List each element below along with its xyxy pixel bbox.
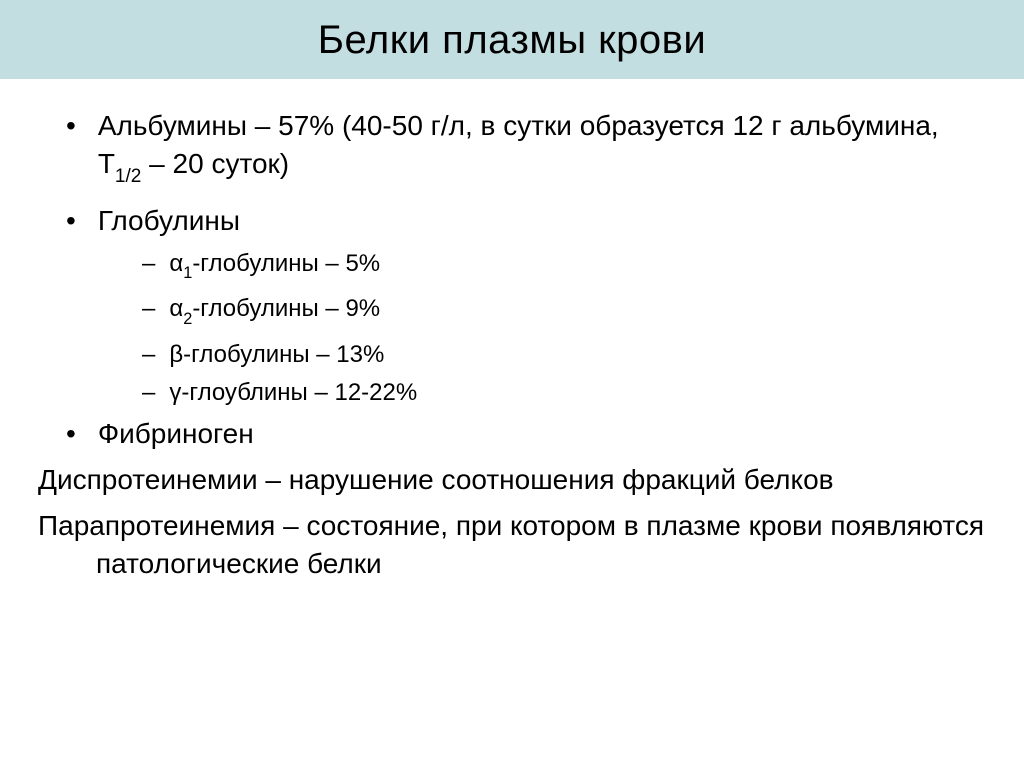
bullet-text: γ-глоублины – 12-22% <box>169 377 417 409</box>
slide-title: Белки плазмы крови <box>0 18 1024 63</box>
bullet-item: • Фибриноген <box>38 415 986 453</box>
bullet-text: Альбумины – 57% (40-50 г/л, в сутки обра… <box>98 107 986 194</box>
bullet-text: α1-глобулины – 5% <box>169 248 380 288</box>
bullet-dash-icon: – <box>142 377 155 409</box>
bullet-dot-icon: • <box>66 202 76 240</box>
bullet-item: • Глобулины <box>38 202 986 240</box>
bullet-subitem: – α2-глобулины – 9% <box>38 293 986 333</box>
slide-content: • Альбумины – 57% (40-50 г/л, в сутки об… <box>0 79 1024 583</box>
slide: Белки плазмы крови • Альбумины – 57% (40… <box>0 0 1024 767</box>
bullet-text: β-глобулины – 13% <box>169 339 384 371</box>
bullet-text: α2-глобулины – 9% <box>169 293 380 333</box>
bullet-dash-icon: – <box>142 248 155 280</box>
bullet-subitem: – α1-глобулины – 5% <box>38 248 986 288</box>
paragraph: Парапротеинемия – состояние, при котором… <box>38 507 986 583</box>
bullet-subitem: – γ-глоублины – 12-22% <box>38 377 986 409</box>
bullet-dash-icon: – <box>142 293 155 325</box>
bullet-text: Глобулины <box>98 202 240 240</box>
bullet-dot-icon: • <box>66 415 76 453</box>
bullet-dash-icon: – <box>142 339 155 371</box>
paragraph: Диспротеинемии – нарушение соотношения ф… <box>38 461 986 499</box>
bullet-subitem: – β-глобулины – 13% <box>38 339 986 371</box>
bullet-dot-icon: • <box>66 107 76 145</box>
bullet-text: Фибриноген <box>98 415 254 453</box>
bullet-item: • Альбумины – 57% (40-50 г/л, в сутки об… <box>38 107 986 194</box>
title-bar: Белки плазмы крови <box>0 0 1024 79</box>
